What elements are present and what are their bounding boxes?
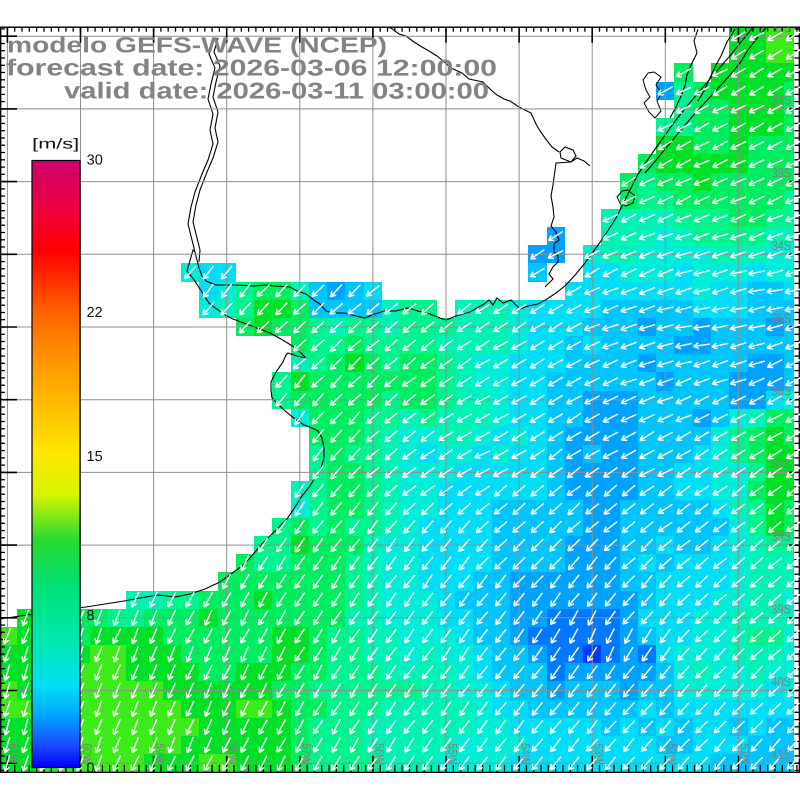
svg-text:22: 22 xyxy=(87,305,103,321)
svg-text:33S: 33S xyxy=(772,165,792,180)
svg-text:30: 30 xyxy=(87,153,103,169)
svg-text:[m/s]: [m/s] xyxy=(32,136,79,152)
svg-text:8: 8 xyxy=(86,608,94,624)
svg-text:55W: 55W xyxy=(445,743,459,764)
svg-text:59W: 59W xyxy=(153,743,167,764)
svg-text:15: 15 xyxy=(86,449,102,465)
svg-text:36S: 36S xyxy=(772,383,792,398)
svg-text:34S: 34S xyxy=(772,238,792,253)
svg-text:58W: 58W xyxy=(226,743,240,764)
svg-text:51W: 51W xyxy=(738,744,752,765)
svg-text:37S: 37S xyxy=(771,456,791,471)
svg-text:52W: 52W xyxy=(665,744,679,765)
svg-text:41S: 41S xyxy=(771,747,791,762)
svg-text:valid date: 2026-03-11 03:00:0: valid date: 2026-03-11 03:00:00 xyxy=(64,77,489,103)
svg-text:forecast date: 2026-03-06 12:0: forecast date: 2026-03-06 12:00:00 xyxy=(6,54,497,80)
svg-text:57W: 57W xyxy=(299,743,313,764)
svg-text:53W: 53W xyxy=(592,744,606,765)
svg-text:31S: 31S xyxy=(772,20,792,35)
svg-text:60W: 60W xyxy=(80,743,94,764)
svg-text:61W: 61W xyxy=(7,743,21,764)
svg-text:modelo GEFS-WAVE (NCEP): modelo GEFS-WAVE (NCEP) xyxy=(7,32,387,57)
svg-text:56W: 56W xyxy=(372,743,386,764)
svg-text:35S: 35S xyxy=(772,311,792,326)
svg-text:54W: 54W xyxy=(518,743,532,764)
svg-text:40S: 40S xyxy=(771,674,791,689)
svg-text:38S: 38S xyxy=(771,529,791,544)
svg-text:0: 0 xyxy=(86,761,94,777)
svg-text:39S: 39S xyxy=(771,601,791,616)
svg-text:32S: 32S xyxy=(772,93,792,108)
